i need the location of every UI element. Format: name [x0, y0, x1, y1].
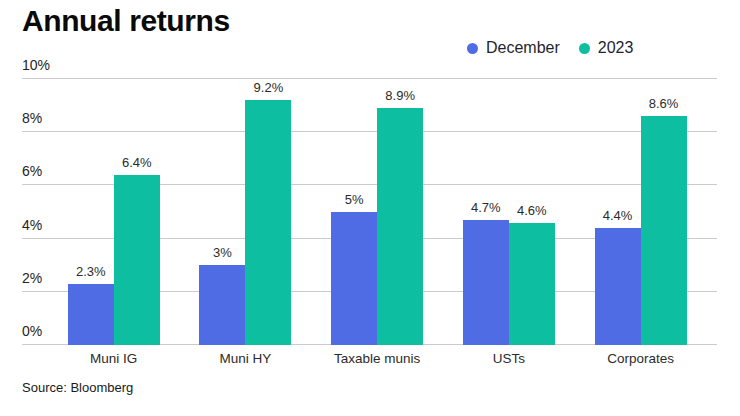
bar-december [68, 284, 114, 345]
bar-december [463, 220, 509, 345]
bar-value-label: 4.7% [471, 200, 501, 215]
bar-2023 [377, 108, 423, 345]
x-axis-label: Muni HY [199, 351, 291, 366]
y-axis-label: 4% [22, 217, 42, 233]
bar-value-label: 8.9% [385, 88, 415, 103]
y-axis-label: 8% [22, 110, 42, 126]
legend: December 2023 [467, 39, 633, 57]
bar-2023 [641, 116, 687, 345]
legend-item-2023: 2023 [579, 39, 634, 57]
x-axis-label: Muni IG [68, 351, 160, 366]
bar-value-label: 3% [213, 245, 232, 260]
bar-group-taxable-munis: 5%8.9%Taxable munis [331, 79, 423, 345]
bar-value-label: 4.4% [603, 208, 633, 223]
bar-value-label: 2.3% [76, 264, 106, 279]
bar-value-label: 4.6% [517, 203, 547, 218]
bar-value-label: 8.6% [649, 96, 679, 111]
x-axis-label: Taxable munis [331, 351, 423, 366]
bar-value-label: 6.4% [122, 155, 152, 170]
bar-2023 [509, 223, 555, 345]
bar-december [199, 265, 245, 345]
bar-december [331, 212, 377, 345]
bar-group-usts: 4.7%4.6%USTs [463, 79, 555, 345]
bar-group-corporates: 4.4%8.6%Corporates [595, 79, 687, 345]
legend-item-december: December [467, 39, 560, 57]
chart-title: Annual returns [22, 4, 230, 38]
y-axis-label: 2% [22, 270, 42, 286]
bar-2023 [114, 175, 160, 345]
y-axis-label: 10% [22, 57, 50, 73]
bar-december [595, 228, 641, 345]
plot-area: 0%2%4%6%8%10%2.3%6.4%Muni IG3%9.2%Muni H… [22, 79, 717, 345]
bar-group-muni-hy: 3%9.2%Muni HY [199, 79, 291, 345]
bar-value-label: 9.2% [254, 80, 284, 95]
chart-card: Annual returns December 2023 0% 2% 4% 6% 8% 10… [0, 0, 740, 416]
bar-2023 [245, 100, 291, 345]
legend-dot-icon [579, 43, 590, 54]
x-axis-label: USTs [463, 351, 555, 366]
bar-value-label: 5% [345, 192, 364, 207]
legend-label: 2023 [598, 39, 634, 57]
legend-label: December [486, 39, 560, 57]
source-note: Source: Bloomberg [22, 380, 133, 395]
x-axis-label: Corporates [595, 351, 687, 366]
bar-group-muni-ig: 2.3%6.4%Muni IG [68, 79, 160, 345]
y-axis-label: 6% [22, 163, 42, 179]
legend-dot-icon [467, 43, 478, 54]
y-axis-label: 0% [22, 323, 42, 339]
